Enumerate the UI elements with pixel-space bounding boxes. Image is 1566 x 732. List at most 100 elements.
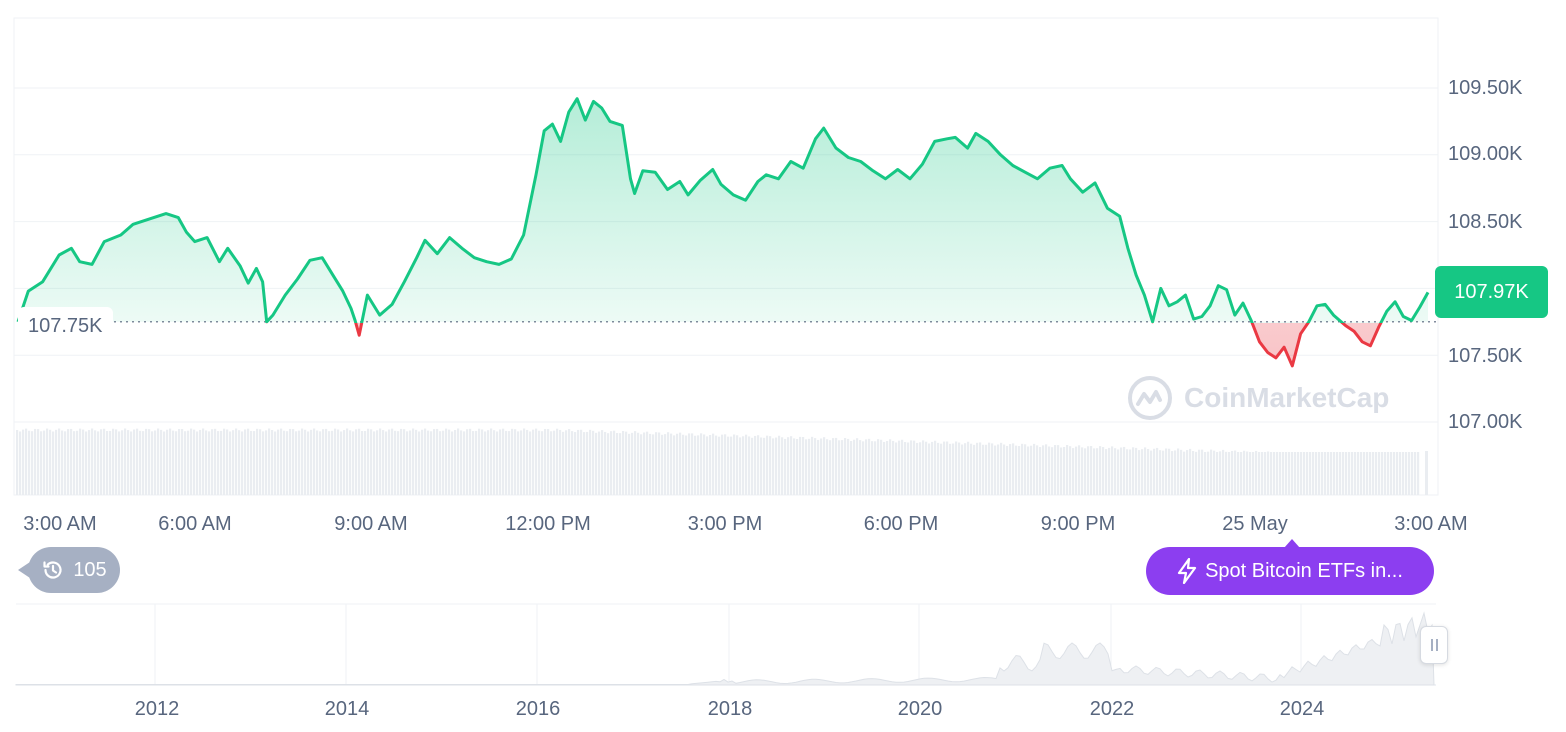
volume-bar — [1108, 447, 1111, 495]
volume-bar — [877, 439, 880, 495]
volume-bar — [1315, 452, 1318, 495]
volume-bar — [841, 440, 844, 495]
volume-bar — [664, 434, 667, 495]
volume-bar — [607, 433, 610, 495]
volume-bar — [88, 430, 91, 495]
volume-bar — [184, 431, 187, 495]
volume-bar — [37, 429, 40, 495]
volume-bar — [1036, 445, 1039, 495]
volume-bar — [838, 440, 841, 495]
volume-bar — [109, 430, 112, 495]
volume-bar — [400, 428, 403, 495]
volume-bar — [817, 439, 820, 495]
volume-bar — [76, 430, 79, 495]
volume-bar — [1348, 452, 1351, 495]
x-tick-label: 12:00 PM — [505, 513, 591, 535]
x-tick-label: 25 May — [1222, 513, 1288, 535]
volume-bar — [562, 431, 565, 495]
volume-bar — [202, 428, 205, 495]
volume-bar — [247, 428, 250, 495]
volume-bar — [148, 429, 151, 495]
navigator-handle[interactable] — [1420, 626, 1448, 664]
volume-bar — [343, 430, 346, 495]
volume-bar — [925, 441, 928, 495]
event-badge[interactable]: Spot Bitcoin ETFs in... — [1146, 539, 1434, 595]
watermark: CoinMarketCap — [1126, 374, 1389, 422]
volume-bar — [1144, 447, 1147, 495]
volume-bar — [772, 438, 775, 495]
volume-bar — [640, 434, 643, 495]
volume-bar — [481, 429, 484, 495]
volume-bar — [178, 429, 181, 495]
volume-bar — [229, 431, 232, 495]
volume-bar — [40, 431, 43, 495]
volume-bar — [904, 442, 907, 495]
volume-bar — [988, 442, 991, 495]
volume-bar — [1372, 452, 1375, 495]
volume-bar — [907, 442, 910, 495]
volume-bar — [241, 431, 244, 495]
volume-bar — [673, 435, 676, 495]
navigator-tick-label: 2024 — [1279, 698, 1325, 720]
volume-bar — [919, 442, 922, 495]
volume-bar — [1411, 452, 1414, 495]
volume-bar — [1135, 447, 1138, 495]
volume-bar — [835, 437, 838, 495]
volume-bar — [46, 428, 49, 495]
volume-bar — [1123, 446, 1126, 495]
volume-bar — [19, 431, 22, 495]
volume-bar — [754, 435, 757, 495]
navigator[interactable] — [15, 603, 1436, 686]
volume-bar — [196, 431, 199, 495]
volume-bar — [1231, 450, 1234, 495]
volume-bar — [739, 437, 742, 495]
volume-bar — [1066, 444, 1069, 495]
volume-bar — [694, 435, 697, 495]
volume-bar — [991, 443, 994, 495]
volume-bar — [1180, 449, 1183, 495]
volume-bar — [787, 437, 790, 495]
volume-bar — [556, 428, 559, 495]
volume-bar — [523, 428, 526, 495]
volume-bar — [748, 436, 751, 495]
volume-bar — [1162, 450, 1165, 495]
price-line — [16, 97, 1430, 368]
volume-bar — [1425, 451, 1428, 495]
volume-bar — [1021, 443, 1024, 495]
x-tick-label: 3:00 AM — [23, 513, 97, 535]
history-badge[interactable]: 105 — [18, 547, 120, 593]
volume-bar — [1384, 452, 1387, 495]
volume-bar — [157, 428, 160, 495]
volume-bar — [259, 429, 262, 495]
volume-bar — [829, 440, 832, 495]
volume-bar — [1024, 444, 1027, 495]
volume-bar — [1129, 449, 1132, 495]
area-below-open — [355, 323, 1381, 366]
volume-bar — [721, 434, 724, 495]
volume-bar — [757, 435, 760, 495]
volume-bar — [94, 430, 97, 495]
volume-bar — [1213, 450, 1216, 495]
price-area — [18, 98, 1428, 366]
volume-bar — [463, 431, 466, 495]
volume-bar — [199, 429, 202, 495]
volume-bar — [124, 428, 127, 495]
volume-bar — [661, 434, 664, 495]
volume-bar — [610, 431, 613, 495]
volume-bar — [946, 441, 949, 495]
volume-bar — [172, 430, 175, 495]
volume-bar — [751, 437, 754, 495]
volume-bar — [658, 432, 661, 495]
volume-bar — [1087, 446, 1090, 495]
volume-bar — [352, 431, 355, 495]
volume-bar — [1297, 452, 1300, 495]
volume-bar — [544, 428, 547, 495]
volume-bar — [445, 428, 448, 495]
volume-bar — [1261, 452, 1264, 495]
volume-bar — [583, 432, 586, 495]
volume-bar — [169, 428, 172, 495]
volume-bar — [1111, 446, 1114, 495]
volume-bars — [16, 428, 1428, 495]
volume-bar — [505, 430, 508, 495]
